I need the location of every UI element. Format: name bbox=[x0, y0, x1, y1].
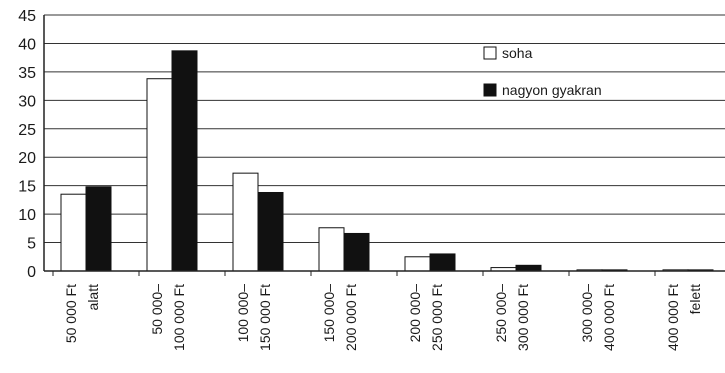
y-tick-label: 25 bbox=[18, 122, 36, 139]
bar-soha bbox=[404, 256, 431, 272]
y-tick-label: 20 bbox=[18, 150, 36, 167]
bar-soha bbox=[146, 78, 173, 272]
x-tick-label: 300 000 Ft bbox=[515, 284, 531, 351]
legend-label: soha bbox=[502, 45, 533, 61]
bar-nagyon-gyakran bbox=[429, 253, 456, 272]
y-axis: 0 5 10 15 20 25 30 35 40 45 bbox=[18, 8, 45, 281]
bar-nagyon-gyakran bbox=[171, 50, 198, 272]
x-axis: 50 000 Ft alatt 50 000– 100 000 Ft 100 000– 1… bbox=[44, 270, 725, 351]
legend-swatch bbox=[483, 83, 497, 97]
x-tick-label: 100 000– bbox=[235, 284, 251, 343]
y-tick-label: 45 bbox=[18, 8, 36, 25]
bar-soha bbox=[318, 227, 345, 272]
bar-nagyon-gyakran bbox=[515, 264, 542, 272]
y-tick-label: 35 bbox=[18, 65, 36, 82]
x-tick-label: 150 000 Ft bbox=[257, 284, 273, 351]
legend: soha nagyon gyakran bbox=[483, 45, 602, 98]
legend-swatch bbox=[483, 46, 497, 60]
x-tick-label: 400 000 Ft bbox=[601, 284, 617, 351]
x-tick-label: felett bbox=[687, 284, 703, 314]
x-tick-label: 50 000 Ft bbox=[63, 284, 79, 343]
x-tick-label: 50 000– bbox=[149, 284, 165, 335]
x-tick-label: 250 000 Ft bbox=[429, 284, 445, 351]
x-tick-label: 200 000– bbox=[407, 284, 423, 343]
y-tick-label: 0 bbox=[27, 264, 36, 281]
x-tick-label: 200 000 Ft bbox=[343, 284, 359, 351]
bar-nagyon-gyakran bbox=[343, 232, 370, 272]
x-tick-label: 250 000– bbox=[493, 284, 509, 343]
legend-label: nagyon gyakran bbox=[502, 82, 602, 98]
bar-soha bbox=[60, 193, 87, 272]
y-tick-label: 40 bbox=[18, 36, 36, 53]
x-tick-label: 400 000 Ft bbox=[665, 284, 681, 351]
x-tick-label: 300 000– bbox=[579, 284, 595, 343]
y-tick-label: 5 bbox=[27, 236, 36, 253]
gridlines bbox=[44, 14, 725, 244]
x-tick-label: 150 000– bbox=[321, 284, 337, 343]
x-tick-label: alatt bbox=[85, 284, 101, 311]
bar-soha bbox=[232, 172, 259, 272]
y-tick-label: 15 bbox=[18, 179, 36, 196]
y-tick-label: 30 bbox=[18, 93, 36, 110]
bars bbox=[60, 50, 714, 272]
y-tick-label: 10 bbox=[18, 207, 36, 224]
x-tick-label: 100 000 Ft bbox=[171, 284, 187, 351]
bar-nagyon-gyakran bbox=[257, 191, 284, 272]
bar-nagyon-gyakran bbox=[85, 186, 112, 272]
